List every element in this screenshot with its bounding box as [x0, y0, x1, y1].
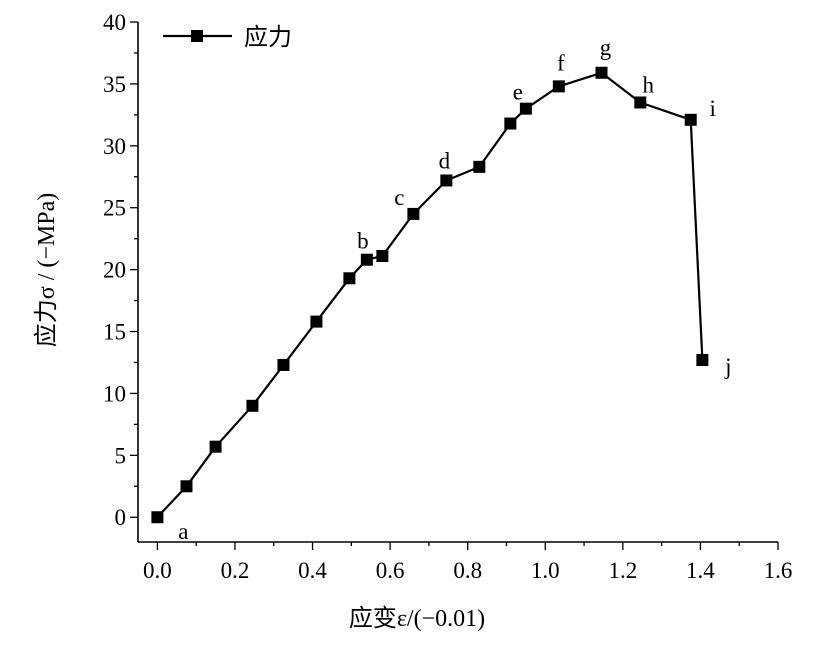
x-tick-label: 1.0	[531, 558, 560, 583]
data-point	[376, 250, 389, 262]
data-point	[696, 354, 709, 366]
point-label-a: a	[178, 519, 188, 544]
series-line	[156, 71, 704, 518]
x-axis-label: 应变ε/(−0.01)	[349, 605, 485, 632]
data-point	[595, 66, 608, 79]
data-point	[151, 511, 164, 524]
y-tick-label: 30	[103, 134, 126, 159]
data-point	[473, 160, 486, 173]
data-point	[360, 253, 373, 266]
y-tick-label: 10	[103, 381, 126, 406]
y-tick-label: 35	[103, 72, 126, 97]
data-point	[407, 207, 420, 220]
x-tick-label: 0.8	[453, 558, 482, 583]
data-point	[552, 80, 565, 93]
legend-marker-swatch	[191, 30, 203, 42]
x-tick-label: 1.2	[608, 558, 637, 583]
data-point	[246, 399, 259, 412]
x-tick-label: 0.2	[221, 558, 250, 583]
point-label-c: c	[394, 185, 404, 210]
series-layer	[151, 66, 709, 524]
x-tick-label: 0.0	[143, 558, 172, 583]
data-point	[209, 440, 222, 453]
axes	[137, 22, 778, 543]
point-label-e: e	[513, 80, 523, 105]
y-tick-label: 25	[103, 196, 126, 221]
data-point	[343, 272, 356, 285]
y-axis-ticks: 0 5 10 15 20 25 30 35 40	[103, 10, 138, 530]
x-tick-label: 1.6	[764, 558, 793, 583]
point-label-g: g	[600, 35, 612, 60]
point-label-h: h	[643, 72, 655, 97]
y-tick-label: 20	[103, 258, 126, 283]
x-axis-ticks: 0.0 0.2 0.4 0.6 0.8 1.0 1.2 1.4 1.6	[143, 542, 792, 583]
data-point	[180, 480, 193, 493]
legend: 应力	[163, 23, 292, 51]
data-point	[440, 174, 453, 187]
y-tick-label: 15	[103, 320, 126, 345]
point-label-b: b	[357, 229, 369, 254]
point-label-j: j	[724, 354, 731, 379]
x-tick-label: 0.6	[376, 558, 405, 583]
y-tick-label: 0	[115, 505, 127, 530]
data-point	[310, 315, 323, 328]
data-point	[504, 117, 517, 130]
point-label-f: f	[557, 50, 565, 75]
data-point	[684, 113, 697, 126]
point-labels: a bc d e f g h i j	[178, 35, 731, 544]
x-tick-label: 0.4	[298, 558, 327, 583]
data-point	[277, 358, 290, 371]
point-label-d: d	[439, 148, 451, 173]
y-tick-label: 5	[115, 443, 127, 468]
y-axis-label: 应力σ / (−MPa)	[33, 193, 60, 347]
y-tick-label: 40	[103, 10, 126, 35]
data-point	[634, 96, 647, 109]
data-point	[519, 102, 532, 115]
x-tick-label: 1.4	[686, 558, 715, 583]
legend-label: 应力	[244, 23, 292, 51]
point-label-i: i	[710, 96, 716, 121]
